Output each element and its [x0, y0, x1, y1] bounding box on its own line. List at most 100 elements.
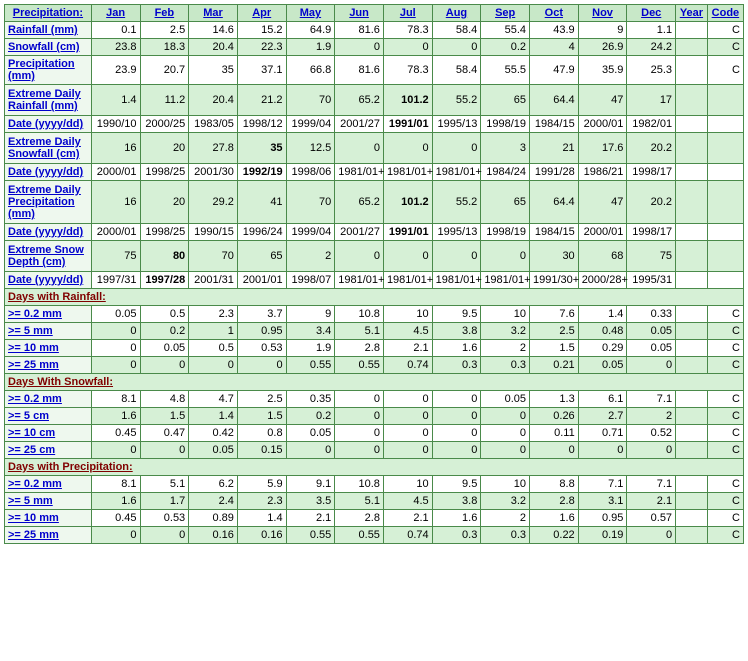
- row-label-link[interactable]: Date (yyyy/dd): [8, 274, 83, 286]
- cell: 0: [335, 425, 384, 442]
- col-header-link[interactable]: Sep: [495, 7, 515, 19]
- row-label-link[interactable]: Date (yyyy/dd): [8, 226, 83, 238]
- col-header-link[interactable]: Jul: [400, 7, 416, 19]
- col-header-may[interactable]: May: [286, 5, 335, 22]
- col-header-mar[interactable]: Mar: [189, 5, 238, 22]
- col-header-link[interactable]: Apr: [252, 7, 271, 19]
- row-label[interactable]: Date (yyyy/dd): [5, 272, 92, 289]
- cell: 18.3: [140, 39, 189, 56]
- row-label[interactable]: >= 10 mm: [5, 510, 92, 527]
- row-label[interactable]: Extreme Daily Precipitation (mm): [5, 181, 92, 224]
- row-label-link[interactable]: Date (yyyy/dd): [8, 118, 83, 130]
- row-label[interactable]: >= 0.2 mm: [5, 476, 92, 493]
- row-label[interactable]: >= 0.2 mm: [5, 391, 92, 408]
- row-label[interactable]: Precipitation (mm): [5, 56, 92, 85]
- row-label[interactable]: >= 10 cm: [5, 425, 92, 442]
- cell: 2.5: [140, 22, 189, 39]
- row-label-link[interactable]: Precipitation (mm): [8, 58, 75, 82]
- row-label-link[interactable]: >= 25 mm: [8, 359, 59, 371]
- col-header-link[interactable]: Feb: [155, 7, 175, 19]
- row-label-link[interactable]: >= 10 mm: [8, 512, 59, 524]
- cell: 5.1: [335, 493, 384, 510]
- row-label[interactable]: Extreme Daily Rainfall (mm): [5, 85, 92, 116]
- row-label-link[interactable]: Extreme Daily Snowfall (cm): [8, 136, 81, 160]
- cell: 9: [578, 22, 627, 39]
- row-label-link[interactable]: >= 10 mm: [8, 342, 59, 354]
- row-label[interactable]: Extreme Snow Depth (cm): [5, 241, 92, 272]
- cell: [676, 224, 708, 241]
- col-header-jun[interactable]: Jun: [335, 5, 384, 22]
- row-label[interactable]: >= 0.2 mm: [5, 306, 92, 323]
- cell: 2001/30: [189, 164, 238, 181]
- row-label-link[interactable]: >= 5 mm: [8, 495, 53, 507]
- cell: 20.2: [627, 181, 676, 224]
- row-label-link[interactable]: Rainfall (mm): [8, 24, 78, 36]
- col-header-link[interactable]: Code: [712, 7, 740, 19]
- cell: 0.45: [91, 425, 140, 442]
- col-header-link[interactable]: Jun: [349, 7, 369, 19]
- cell: 1.9: [286, 340, 335, 357]
- cell: 0: [335, 408, 384, 425]
- col-header-code[interactable]: Code: [707, 5, 743, 22]
- cell: 9.5: [432, 476, 481, 493]
- row-label[interactable]: >= 25 mm: [5, 527, 92, 544]
- col-header-apr[interactable]: Apr: [237, 5, 286, 22]
- row-label[interactable]: Snowfall (cm): [5, 39, 92, 56]
- cell: C: [707, 56, 743, 85]
- col-header-aug[interactable]: Aug: [432, 5, 481, 22]
- col-header-link[interactable]: Oct: [545, 7, 563, 19]
- row-label[interactable]: Rainfall (mm): [5, 22, 92, 39]
- cell: 55.4: [481, 22, 530, 39]
- row-label[interactable]: Date (yyyy/dd): [5, 164, 92, 181]
- row-label[interactable]: Date (yyyy/dd): [5, 116, 92, 133]
- col-header-year[interactable]: Year: [676, 5, 708, 22]
- col-header-link[interactable]: Mar: [203, 7, 223, 19]
- row-label[interactable]: >= 5 mm: [5, 323, 92, 340]
- row-label-link[interactable]: >= 25 cm: [8, 444, 55, 456]
- row-label[interactable]: >= 5 cm: [5, 408, 92, 425]
- col-header-precipitation[interactable]: Precipitation:: [5, 5, 92, 22]
- cell: 1.6: [91, 493, 140, 510]
- col-header-link[interactable]: Precipitation:: [13, 7, 83, 19]
- row-label-link[interactable]: Snowfall (cm): [8, 41, 80, 53]
- cell: 23.9: [91, 56, 140, 85]
- row-label[interactable]: Date (yyyy/dd): [5, 224, 92, 241]
- row-label-link[interactable]: Extreme Daily Precipitation (mm): [8, 184, 81, 220]
- cell: 10.8: [335, 476, 384, 493]
- cell: C: [707, 527, 743, 544]
- cell: 5.1: [335, 323, 384, 340]
- row-label-link[interactable]: >= 0.2 mm: [8, 393, 62, 405]
- row-label-link[interactable]: >= 5 mm: [8, 325, 53, 337]
- col-header-jul[interactable]: Jul: [383, 5, 432, 22]
- row-label-link[interactable]: Date (yyyy/dd): [8, 166, 83, 178]
- row-label[interactable]: Extreme Daily Snowfall (cm): [5, 133, 92, 164]
- col-header-link[interactable]: Year: [680, 7, 703, 19]
- col-header-nov[interactable]: Nov: [578, 5, 627, 22]
- cell: 0.29: [578, 340, 627, 357]
- row-label[interactable]: >= 25 cm: [5, 442, 92, 459]
- col-header-oct[interactable]: Oct: [530, 5, 579, 22]
- col-header-dec[interactable]: Dec: [627, 5, 676, 22]
- row-label-link[interactable]: >= 0.2 mm: [8, 308, 62, 320]
- cell: 1.1: [627, 22, 676, 39]
- row-label-link[interactable]: >= 0.2 mm: [8, 478, 62, 490]
- col-header-sep[interactable]: Sep: [481, 5, 530, 22]
- cell: 0.57: [627, 510, 676, 527]
- row-label[interactable]: >= 5 mm: [5, 493, 92, 510]
- row-label-link[interactable]: >= 25 mm: [8, 529, 59, 541]
- row-label-link[interactable]: >= 10 cm: [8, 427, 55, 439]
- cell: 1981/01+: [432, 272, 481, 289]
- row-label-link[interactable]: >= 5 cm: [8, 410, 49, 422]
- col-header-link[interactable]: Aug: [446, 7, 467, 19]
- col-header-link[interactable]: Jan: [106, 7, 125, 19]
- cell: C: [707, 476, 743, 493]
- row-label[interactable]: >= 25 mm: [5, 357, 92, 374]
- col-header-link[interactable]: Nov: [592, 7, 613, 19]
- col-header-jan[interactable]: Jan: [91, 5, 140, 22]
- col-header-feb[interactable]: Feb: [140, 5, 189, 22]
- col-header-link[interactable]: May: [300, 7, 321, 19]
- row-label-link[interactable]: Extreme Daily Rainfall (mm): [8, 88, 81, 112]
- col-header-link[interactable]: Dec: [641, 7, 661, 19]
- row-label-link[interactable]: Extreme Snow Depth (cm): [8, 244, 84, 268]
- row-label[interactable]: >= 10 mm: [5, 340, 92, 357]
